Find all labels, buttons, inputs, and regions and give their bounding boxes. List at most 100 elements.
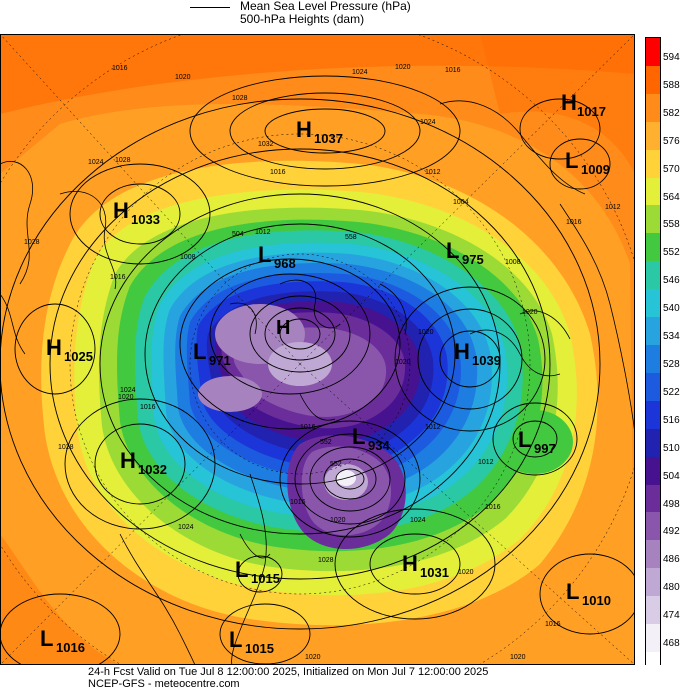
isobar-label: 1016	[545, 621, 561, 628]
colorbar-tick-label: 546	[663, 275, 680, 287]
isobar-label: 1024	[410, 517, 426, 524]
system-type-letter: H	[276, 317, 290, 339]
colorbar-tick-label: 540	[663, 303, 680, 315]
low-pressure-center: L 971	[193, 339, 231, 368]
coastline	[239, 533, 271, 559]
system-type-letter: L	[40, 626, 53, 651]
system-type-letter: L	[352, 424, 365, 449]
isobar-label: 1012	[255, 229, 271, 236]
low-pressure-center: L 934	[352, 424, 390, 453]
system-pressure-value: 971	[209, 353, 231, 368]
height-fill-low-971	[198, 376, 262, 412]
coastline-layer	[0, 100, 635, 665]
low-pressure-center: L 1016	[40, 626, 85, 655]
isobar	[519, 98, 601, 160]
height-colorbar	[645, 37, 661, 666]
isobar	[264, 108, 386, 154]
system-pressure-value: 1015	[251, 571, 280, 586]
system-pressure-value: 1016	[56, 640, 85, 655]
colorbar-tick-label: 582	[663, 107, 680, 119]
low-pressure-center: L 1015	[229, 627, 274, 656]
isobar-label: 1024	[120, 387, 136, 394]
isobar-label: 1004	[453, 199, 469, 206]
system-type-letter: L	[235, 557, 248, 582]
height-label: 504	[232, 231, 244, 238]
low-pressure-center: L 975	[446, 238, 484, 267]
weather-map-svg: 1016 1020 1024 1020 1016 1028 1032 1024 …	[0, 34, 635, 665]
colorbar-segment	[646, 345, 660, 374]
system-pressure-value: 1032	[138, 462, 167, 477]
isobar-label: 1024	[352, 69, 368, 76]
isobar	[539, 553, 635, 635]
isobar-label: 1028	[24, 239, 40, 246]
colorbar-tick-label: 564	[663, 191, 680, 203]
colorbar-segment	[646, 568, 660, 598]
isobar-label: 1016	[300, 424, 316, 431]
system-type-letter: H	[120, 448, 136, 473]
height-fill-outer-ring	[0, 34, 635, 114]
colorbar-tick-label: 510	[663, 442, 680, 454]
isobar	[189, 75, 461, 187]
system-type-letter: H	[296, 117, 312, 142]
height-label-layer: 552 552 558 504	[232, 231, 357, 468]
coastline	[519, 310, 571, 340]
isobar-label: 1024	[88, 159, 104, 166]
system-pressure-value: 934	[368, 438, 390, 453]
isobar	[264, 307, 336, 361]
system-type-letter: L	[229, 627, 242, 652]
isobar-label: 1012	[425, 424, 441, 431]
isobar-layer	[0, 75, 635, 665]
high-pressure-center: H 1031	[402, 551, 449, 580]
system-pressure-value: 1015	[245, 641, 274, 656]
isobar-label: 1028	[232, 95, 248, 102]
graticule-layer	[0, 34, 635, 665]
isobar-label: 1020	[522, 309, 538, 316]
isobar-label: 1016	[566, 219, 582, 226]
isobar	[369, 533, 461, 595]
colorbar-segment	[646, 38, 660, 67]
isobar	[279, 420, 421, 538]
colorbar-tick-label: 498	[663, 498, 680, 510]
colorbar-segment	[646, 512, 660, 542]
coastline	[0, 161, 34, 285]
isobar-label: 1020	[458, 569, 474, 576]
coastline	[299, 393, 336, 421]
colorbar-tick-label: 588	[663, 79, 680, 91]
system-type-letter: L	[258, 242, 271, 267]
coastline	[119, 533, 196, 665]
isobar	[512, 420, 558, 458]
colorbar-tick-label: 534	[663, 331, 680, 343]
isobar-label: 1016	[485, 504, 501, 511]
isobar	[309, 446, 391, 512]
low-pressure-center: L 968	[258, 242, 296, 271]
colorbar-tick-label: 486	[663, 554, 680, 566]
isobar	[209, 273, 371, 395]
isobar-label: 1016	[290, 499, 306, 506]
model-source-text: NCEP-GFS - meteocentre.com	[88, 678, 240, 690]
isobar	[99, 183, 181, 245]
colorbar-segment	[646, 233, 660, 263]
isobar-label: 1012	[605, 204, 621, 211]
legend-heights-label: 500-hPa Heights (dam)	[240, 12, 365, 26]
system-pressure-value: 997	[534, 441, 556, 456]
height-fill-sw-corner	[0, 534, 120, 665]
height-label: 552	[330, 461, 342, 468]
system-type-letter: L	[518, 427, 531, 452]
low-pressure-center: L 997	[518, 427, 556, 456]
colorbar-tick-label: 570	[663, 163, 680, 175]
colorbar-segment	[646, 177, 660, 207]
isobar-label: 1028	[58, 444, 74, 451]
system-type-letter: H	[46, 335, 62, 360]
isobar	[249, 295, 351, 373]
isobar-label: 1008	[180, 254, 196, 261]
colorbar-tick-label: 552	[663, 247, 680, 259]
colorbar-segment	[646, 400, 660, 430]
colorbar-tick-label: 522	[663, 386, 680, 398]
isobar	[14, 303, 96, 395]
isobar	[335, 468, 365, 490]
isobar	[0, 593, 121, 665]
isobar-label-layer: 1016 1020 1024 1020 1016 1028 1032 1024 …	[24, 64, 621, 661]
colorbar-segment	[646, 428, 660, 458]
colorbar-segment	[646, 456, 660, 486]
coastline	[439, 100, 586, 195]
